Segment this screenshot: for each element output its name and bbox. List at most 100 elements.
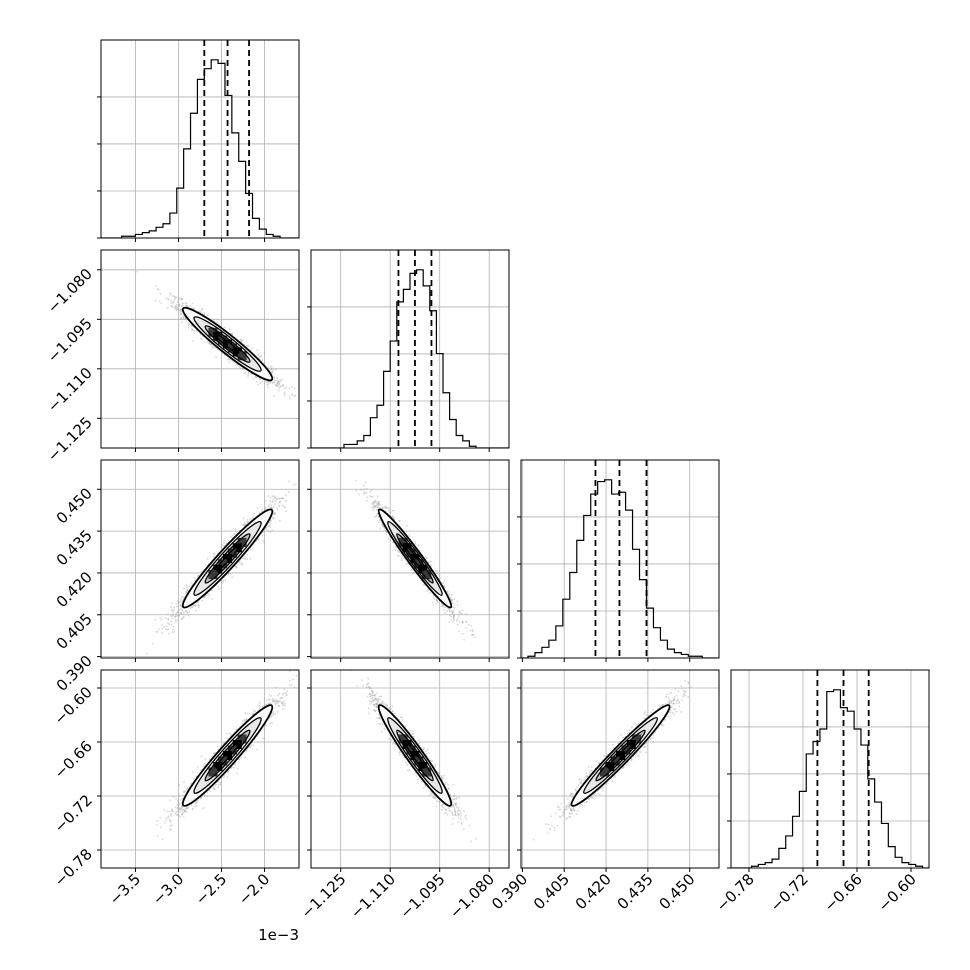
y-tick-label-p2: 0.420 bbox=[53, 568, 96, 611]
histogram-step-p0 bbox=[101, 59, 299, 238]
contour-line bbox=[595, 729, 646, 782]
x-offset-label-p0: 1e−3 bbox=[258, 926, 299, 944]
density-core bbox=[418, 762, 428, 772]
contour-line bbox=[387, 717, 443, 794]
scatter-panel-p2-vs-p0 bbox=[97, 459, 300, 662]
contour-line bbox=[204, 729, 251, 782]
density-core bbox=[406, 745, 416, 755]
scatter-panel-p3-vs-p0 bbox=[97, 669, 300, 872]
x-tick-label-p1: −1.110 bbox=[347, 870, 399, 922]
x-tick-label-p3: −0.60 bbox=[875, 870, 920, 915]
contour-line bbox=[607, 742, 634, 769]
x-tick-label-p2: 0.390 bbox=[488, 870, 531, 913]
panel-frame bbox=[310, 459, 510, 659]
panel-frame bbox=[310, 669, 510, 869]
contour-line bbox=[215, 545, 240, 572]
density-core bbox=[605, 762, 615, 772]
histogram-panel-p1 bbox=[307, 249, 510, 452]
x-tick-label-p1: −1.095 bbox=[397, 870, 449, 922]
density-core bbox=[237, 734, 247, 744]
panel-content bbox=[145, 480, 297, 655]
panels-layer bbox=[97, 39, 930, 872]
panel-frame bbox=[100, 249, 300, 449]
panel-frame bbox=[730, 669, 930, 869]
histogram-panel-p2 bbox=[517, 459, 720, 662]
contour-line bbox=[193, 520, 262, 596]
x-tick-label-p2: 0.435 bbox=[614, 870, 657, 913]
contour-line bbox=[204, 533, 251, 584]
y-tick-label-p1: −1.080 bbox=[44, 265, 96, 317]
density-core bbox=[616, 751, 626, 760]
density-core bbox=[213, 564, 223, 574]
contour-line bbox=[396, 533, 434, 584]
density-core bbox=[208, 570, 218, 580]
contour-line bbox=[181, 306, 274, 382]
contour-line bbox=[377, 704, 453, 807]
panel-content bbox=[136, 270, 299, 400]
panel-frame bbox=[100, 39, 300, 239]
density-core bbox=[402, 739, 412, 749]
x-tick-label-p1: −1.080 bbox=[446, 870, 498, 922]
x-tick-label-p0: −3.0 bbox=[149, 870, 187, 908]
density-core bbox=[227, 745, 237, 755]
density-core bbox=[398, 734, 408, 744]
density-core bbox=[218, 559, 228, 569]
x-tick-label-p3: −0.78 bbox=[713, 870, 758, 915]
y-tick-label-p3: −0.60 bbox=[51, 683, 96, 728]
density-core bbox=[626, 739, 636, 749]
density-core bbox=[418, 564, 428, 574]
density-core bbox=[414, 559, 424, 569]
x-tick-label-p1: −1.125 bbox=[298, 870, 350, 922]
contour-line bbox=[377, 508, 453, 609]
x-tick-label-p0: −2.0 bbox=[235, 870, 273, 908]
y-tick-label-p2: 0.390 bbox=[53, 652, 96, 695]
density-core bbox=[218, 756, 228, 766]
contour-line bbox=[387, 520, 443, 596]
density-core bbox=[223, 553, 233, 563]
scatter-panel-p3-vs-p2 bbox=[517, 669, 720, 872]
contour-line bbox=[396, 729, 434, 782]
density-core bbox=[232, 347, 242, 357]
density-core bbox=[237, 351, 247, 361]
density-core bbox=[232, 739, 242, 749]
panel-frame bbox=[520, 459, 720, 659]
density-core bbox=[414, 756, 424, 766]
contour-line bbox=[204, 325, 251, 363]
panel-content bbox=[350, 670, 477, 843]
density-core bbox=[406, 548, 416, 558]
density-core bbox=[213, 331, 223, 341]
density-core bbox=[410, 751, 420, 760]
x-tick-label-p3: −0.72 bbox=[767, 870, 812, 915]
y-tick-label-p1: −1.095 bbox=[44, 314, 96, 366]
density-core bbox=[232, 543, 242, 553]
density-core bbox=[422, 570, 432, 580]
density-core bbox=[223, 751, 233, 760]
panel-frame bbox=[100, 669, 300, 869]
panel-content bbox=[354, 479, 476, 641]
contour-line bbox=[215, 742, 240, 769]
contour-line bbox=[405, 545, 425, 572]
contour-line bbox=[215, 334, 240, 354]
histogram-step-p1 bbox=[311, 269, 509, 448]
y-tick-label-p3: −0.66 bbox=[51, 737, 96, 782]
density-core bbox=[410, 553, 420, 563]
histogram-step-p3 bbox=[731, 689, 929, 868]
density-core bbox=[208, 327, 218, 337]
density-core bbox=[227, 548, 237, 558]
density-core bbox=[237, 537, 247, 547]
y-tick-label-p3: −0.72 bbox=[51, 791, 96, 836]
density-core bbox=[610, 756, 620, 766]
x-tick-label-p2: 0.405 bbox=[530, 870, 573, 913]
contour-line bbox=[181, 508, 274, 609]
x-tick-label-p2: 0.420 bbox=[572, 870, 615, 913]
y-tick-label-p1: −1.125 bbox=[44, 413, 96, 465]
scatter-panel-p1-vs-p0 bbox=[97, 249, 300, 452]
contour-line bbox=[193, 316, 262, 372]
x-tick-label-p0: −2.5 bbox=[192, 870, 230, 908]
density-core bbox=[422, 767, 432, 777]
y-tick-label-p2: 0.450 bbox=[53, 484, 96, 527]
panel-frame bbox=[520, 669, 720, 869]
panel-content bbox=[532, 680, 692, 841]
contour-line bbox=[583, 717, 659, 794]
